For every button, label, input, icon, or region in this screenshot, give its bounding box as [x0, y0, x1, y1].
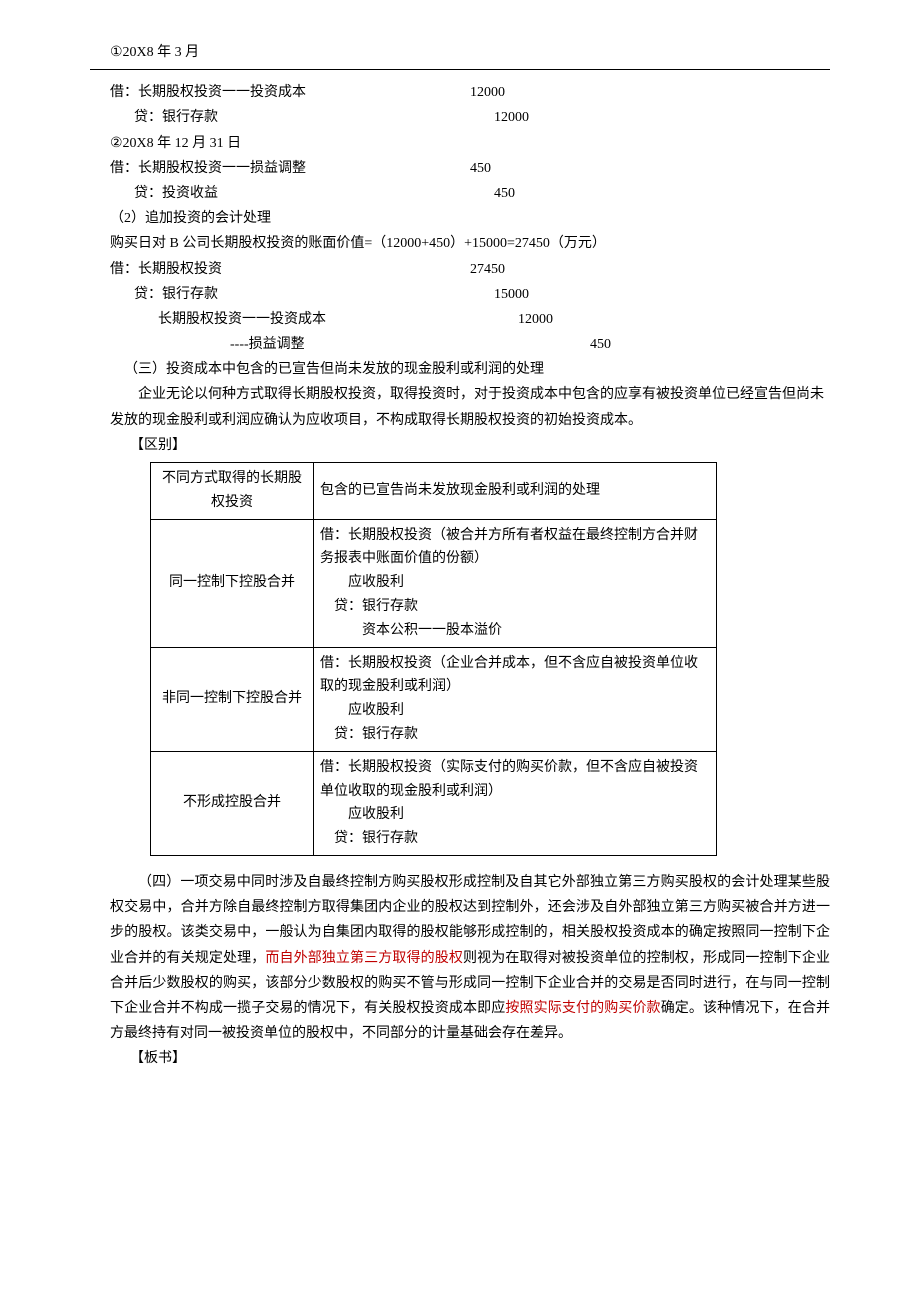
table-cell-type: 同一控制下控股合并	[151, 519, 314, 647]
entry-account-label: 借：长期股权投资一一损益调整	[110, 156, 470, 181]
section-4-body: （四）一项交易中同时涉及自最终控制方购买股权形成控制及自其它外部独立第三方购买股…	[110, 870, 830, 1046]
table-row: 不形成控股合并 借：长期股权投资（实际支付的购买价款，但不含应自被投资单位收取的…	[151, 751, 717, 855]
section-3-body: 企业无论以何种方式取得长期股权投资，取得投资时，对于投资成本中包含的应享有被投资…	[110, 382, 830, 432]
journal-entry-row: 长期股权投资一一投资成本12000	[110, 307, 830, 332]
distinguish-label: 【区别】	[130, 433, 830, 458]
table-header-row: 不同方式取得的长期股权投资 包含的已宣告尚未发放现金股利或利润的处理	[151, 463, 717, 520]
table-header-col2: 包含的已宣告尚未发放现金股利或利润的处理	[314, 463, 717, 520]
table-cell-treatment: 借：长期股权投资（企业合并成本，但不含应自被投资单位收取的现金股利或利润） 应收…	[314, 647, 717, 751]
table-row: 非同一控制下控股合并 借：长期股权投资（企业合并成本，但不含应自被投资单位收取的…	[151, 647, 717, 751]
entry-account-label: ----损益调整	[110, 332, 590, 357]
entry-account-label: 贷：银行存款	[110, 282, 494, 307]
journal-entries-1: 借：长期股权投资一一投资成本12000贷：银行存款12000	[90, 80, 830, 130]
entry-amount: 450	[470, 156, 830, 181]
entry-amount: 27450	[470, 257, 830, 282]
table-cell-type: 非同一控制下控股合并	[151, 647, 314, 751]
calculation-line: 购买日对 B 公司长期股权投资的账面价值=（12000+450）+15000=2…	[110, 231, 830, 256]
journal-entry-row: 贷：银行存款15000	[110, 282, 830, 307]
entry-amount: 15000	[494, 282, 830, 307]
board-label: 【板书】	[130, 1046, 830, 1071]
entry-amount: 12000	[470, 80, 830, 105]
section-4-highlight-1: 而自外部独立第三方取得的股权	[265, 951, 463, 966]
entry-account-label: 贷：投资收益	[110, 181, 494, 206]
table-header-col1: 不同方式取得的长期股权投资	[151, 463, 314, 520]
section-4-highlight-2: 按照实际支付的购买价款	[505, 1001, 660, 1016]
entry-amount: 450	[590, 332, 830, 357]
entry-account-label: 借：长期股权投资	[110, 257, 470, 282]
journal-entry-row: 借：长期股权投资一一投资成本12000	[110, 80, 830, 105]
section-3-title: （三）投资成本中包含的已宣告但尚未发放的现金股利或利润的处理	[110, 357, 830, 382]
journal-entry-row: 借：长期股权投资27450	[110, 257, 830, 282]
entry-account-label: 贷：银行存款	[110, 105, 494, 130]
date-line-2: ②20X8 年 12 月 31 日	[110, 131, 830, 156]
journal-entries-3: 借：长期股权投资27450贷：银行存款15000长期股权投资一一投资成本1200…	[90, 257, 830, 358]
journal-entry-row: 贷：投资收益450	[110, 181, 830, 206]
entry-account-label: 长期股权投资一一投资成本	[110, 307, 518, 332]
entry-amount: 450	[494, 181, 830, 206]
journal-entry-row: ----损益调整450	[110, 332, 830, 357]
subsection-2-title: （2）追加投资的会计处理	[110, 206, 830, 231]
entry-account-label: 借：长期股权投资一一投资成本	[110, 80, 470, 105]
entry-amount: 12000	[494, 105, 830, 130]
journal-entry-row: 借：长期股权投资一一损益调整450	[110, 156, 830, 181]
table-cell-treatment: 借：长期股权投资（被合并方所有者权益在最终控制方合并财务报表中账面价值的份额） …	[314, 519, 717, 647]
journal-entries-2: 借：长期股权投资一一损益调整450贷：投资收益450	[90, 156, 830, 206]
comparison-table: 不同方式取得的长期股权投资 包含的已宣告尚未发放现金股利或利润的处理 同一控制下…	[150, 462, 717, 856]
entry-amount: 12000	[518, 307, 830, 332]
table-cell-type: 不形成控股合并	[151, 751, 314, 855]
table-cell-treatment: 借：长期股权投资（实际支付的购买价款，但不含应自被投资单位收取的现金股利或利润）…	[314, 751, 717, 855]
page-header: ①20X8 年 3 月	[90, 40, 830, 70]
journal-entry-row: 贷：银行存款12000	[110, 105, 830, 130]
table-row: 同一控制下控股合并 借：长期股权投资（被合并方所有者权益在最终控制方合并财务报表…	[151, 519, 717, 647]
